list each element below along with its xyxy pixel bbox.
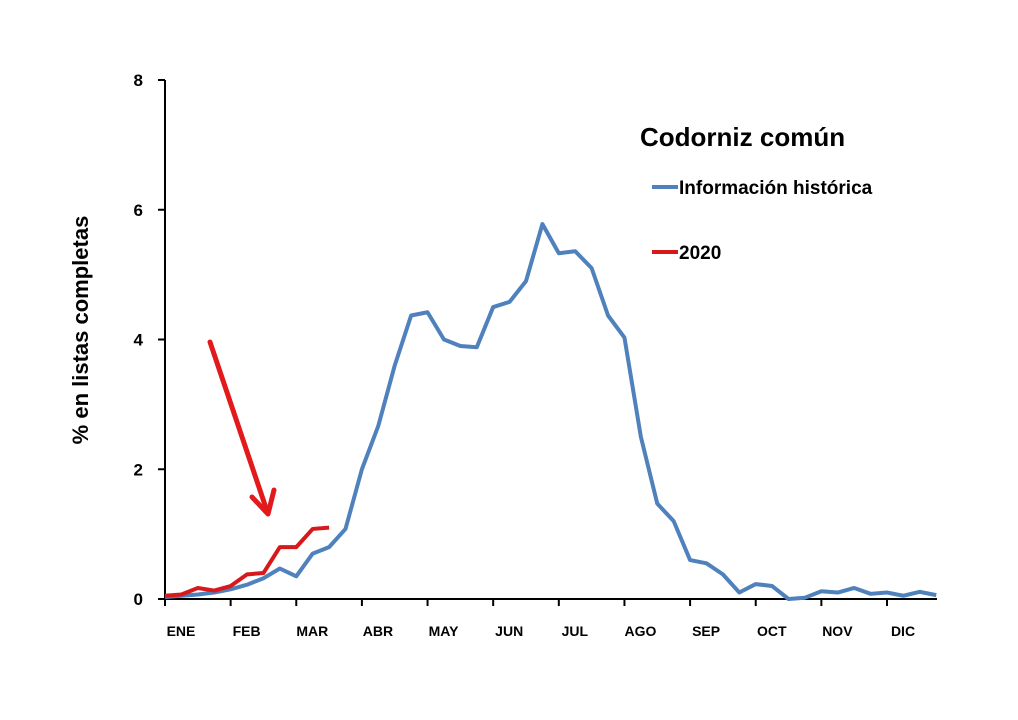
y-axis-title: % en listas completas [68, 216, 93, 445]
axes: 0 2 4 6 8 ENE FEB MAR ABR MAY JUN JUL AGO SEP OCT NOV DI… [134, 71, 937, 639]
x-tick-label: SEP [692, 623, 720, 639]
x-tick-label: JUL [562, 623, 589, 639]
x-tick-label: ENE [167, 623, 196, 639]
arrow-head-icon [249, 487, 277, 517]
x-tick-label: ABR [363, 623, 393, 639]
chart-title: Codorniz común [640, 122, 845, 152]
x-tick-label: MAY [429, 623, 459, 639]
x-tick-label: MAR [296, 623, 328, 639]
legend-label-historica: Información histórica [679, 178, 873, 199]
series-line-historica [164, 222, 937, 601]
y-tick-label: 6 [134, 201, 143, 220]
x-tick-label: JUN [495, 623, 523, 639]
annotation [207, 339, 277, 517]
series-group [164, 222, 937, 601]
legend-label-2020: 2020 [679, 243, 721, 264]
arrow-shaft [207, 339, 269, 511]
x-tick-label: DIC [891, 623, 915, 639]
x-tick-label: FEB [233, 623, 261, 639]
y-tick-label: 4 [134, 331, 144, 350]
y-tick-label: 0 [134, 590, 143, 609]
x-tick-label: NOV [822, 623, 853, 639]
x-tick-label: AGO [625, 623, 657, 639]
legend: Información histórica 2020 [652, 178, 873, 264]
x-tick-label: OCT [757, 623, 787, 639]
y-tick-label: 8 [134, 71, 143, 90]
y-tick-label: 2 [134, 460, 143, 479]
